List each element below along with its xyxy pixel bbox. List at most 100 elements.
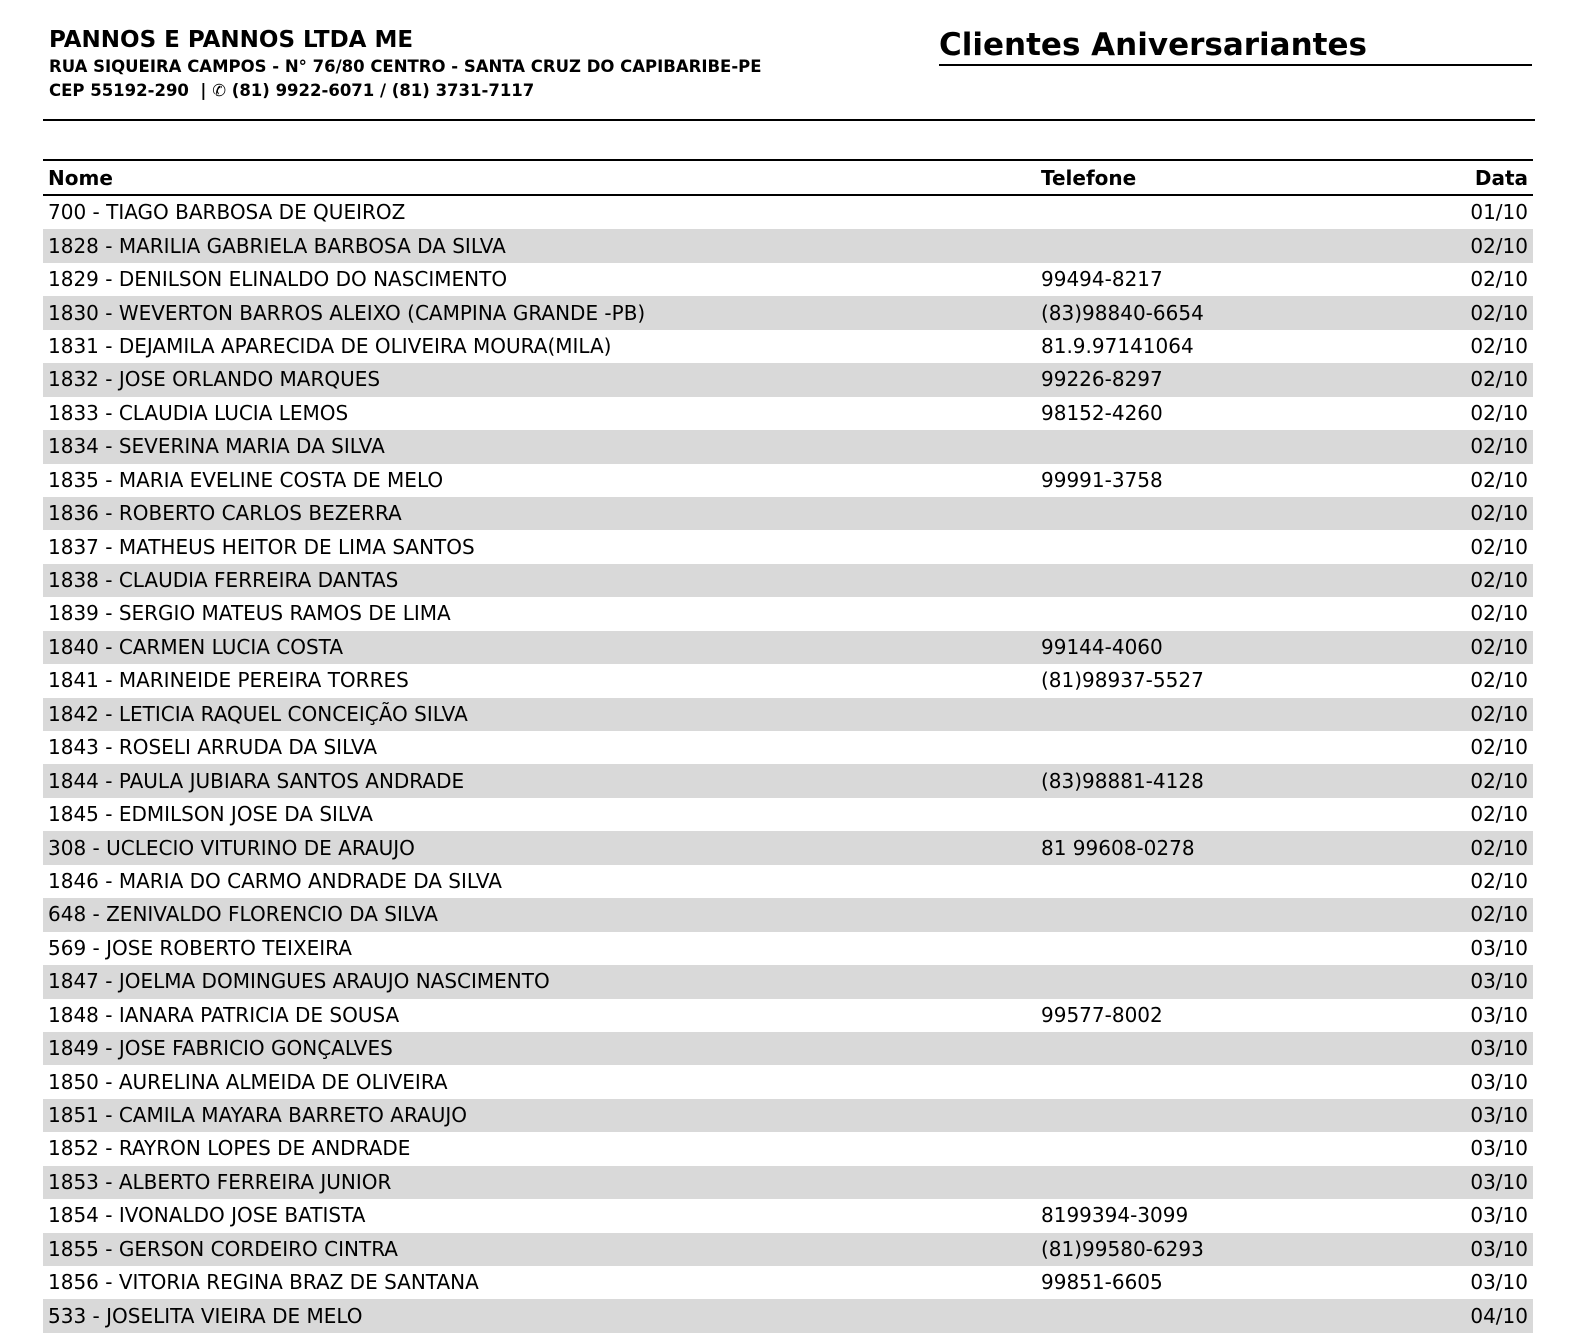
cell-nome: 1843 - ROSELI ARRUDA DA SILVA bbox=[48, 735, 378, 760]
cell-telefone bbox=[1036, 898, 1393, 931]
cell-telefone: (81)98937-5527 bbox=[1041, 668, 1204, 693]
cell-nome: 1846 - MARIA DO CARMO ANDRADE DA SILVA bbox=[48, 868, 502, 893]
cell-telefone bbox=[1036, 430, 1393, 463]
cell-data: 02/10 bbox=[1470, 333, 1528, 358]
cell-data: 02/10 bbox=[1470, 802, 1528, 827]
cell-data: 03/10 bbox=[1470, 1103, 1528, 1128]
table-row: 1851 - CAMILA MAYARA BARRETO ARAUJO 03/10 bbox=[43, 1098, 1533, 1133]
table-row: 1856 - VITORIA REGINA BRAZ DE SANTANA 998… bbox=[43, 1266, 1533, 1299]
cell-telefone: 99226-8297 bbox=[1041, 367, 1163, 392]
cell-telefone: 99577-8002 bbox=[1041, 1002, 1163, 1027]
cell-nome: 1841 - MARINEIDE PEREIRA TORRES bbox=[48, 668, 409, 693]
table-header: Nome Telefone Data bbox=[43, 159, 1533, 196]
cell-telefone: 8199394-3099 bbox=[1041, 1203, 1189, 1228]
birthday-table: Nome Telefone Data 700 - TIAGO BARBOSA D… bbox=[43, 159, 1533, 1333]
cell-data: 02/10 bbox=[1470, 400, 1528, 425]
cell-telefone bbox=[1036, 1166, 1393, 1199]
table-row: 1847 - JOELMA DOMINGUES ARAUJO NASCIMENT… bbox=[43, 965, 1533, 999]
cell-nome: 1840 - CARMEN LUCIA COSTA bbox=[48, 634, 344, 659]
cell-telefone bbox=[1036, 497, 1393, 530]
cell-telefone bbox=[1036, 229, 1393, 262]
cell-nome: 1830 - WEVERTON BARROS ALEIXO (CAMPINA G… bbox=[48, 300, 646, 325]
cell-nome: 1855 - GERSON CORDEIRO CINTRA bbox=[48, 1236, 398, 1261]
cell-telefone: 98152-4260 bbox=[1041, 400, 1163, 425]
cell-telefone bbox=[1036, 597, 1393, 630]
table-row: 1848 - IANARA PATRICIA DE SOUSA 99577-800… bbox=[43, 999, 1533, 1032]
company-contact: CEP 55192-290 | ✆ (81) 9922-6071 / (81) … bbox=[49, 81, 534, 100]
cell-data: 03/10 bbox=[1470, 1203, 1528, 1228]
cell-data: 02/10 bbox=[1470, 668, 1528, 693]
cell-telefone bbox=[1036, 530, 1393, 563]
cell-nome: 1844 - PAULA JUBIARA SANTOS ANDRADE bbox=[48, 768, 465, 793]
cell-nome: 1854 - IVONALDO JOSE BATISTA bbox=[48, 1203, 366, 1228]
cell-nome: 648 - ZENIVALDO FLORENCIO DA SILVA bbox=[48, 902, 438, 927]
table-row: 1828 - MARILIA GABRIELA BARBOSA DA SILVA… bbox=[43, 229, 1533, 263]
cell-nome: 1833 - CLAUDIA LUCIA LEMOS bbox=[48, 400, 349, 425]
cell-telefone: 99991-3758 bbox=[1041, 467, 1163, 492]
cell-nome: 1850 - AURELINA ALMEIDA DE OLIVEIRA bbox=[48, 1069, 448, 1094]
table-row: 1834 - SEVERINA MARIA DA SILVA 02/10 bbox=[43, 430, 1533, 464]
cell-data: 02/10 bbox=[1470, 367, 1528, 392]
table-row: 1842 - LETICIA RAQUEL CONCEIÇÃO SILVA 02/… bbox=[43, 697, 1533, 731]
cell-nome: 1852 - RAYRON LOPES DE ANDRADE bbox=[48, 1136, 411, 1161]
table-row: 533 - JOSELITA VIEIRA DE MELO 04/10 bbox=[43, 1299, 1533, 1333]
cell-data: 02/10 bbox=[1470, 868, 1528, 893]
company-cep: CEP 55192-290 bbox=[49, 81, 189, 100]
cell-telefone bbox=[1036, 798, 1393, 831]
table-row: 1849 - JOSE FABRICIO GONÇALVES 03/10 bbox=[43, 1031, 1533, 1066]
cell-nome: 1842 - LETICIA RAQUEL CONCEIÇÃO SILVA bbox=[48, 701, 468, 726]
cell-nome: 1849 - JOSE FABRICIO GONÇALVES bbox=[48, 1036, 393, 1061]
table-row: 1836 - ROBERTO CARLOS BEZERRA 02/10 bbox=[43, 496, 1533, 531]
table-row: 1846 - MARIA DO CARMO ANDRADE DA SILVA 02… bbox=[43, 865, 1533, 898]
cell-data: 02/10 bbox=[1470, 267, 1528, 292]
cell-nome: 533 - JOSELITA VIEIRA DE MELO bbox=[48, 1303, 363, 1328]
table-row: 569 - JOSE ROBERTO TEIXEIRA 03/10 bbox=[43, 932, 1533, 965]
cell-telefone: 99851-6605 bbox=[1041, 1270, 1163, 1295]
cell-nome: 1856 - VITORIA REGINA BRAZ DE SANTANA bbox=[48, 1270, 479, 1295]
cell-data: 03/10 bbox=[1470, 1236, 1528, 1261]
cell-nome: 1838 - CLAUDIA FERREIRA DANTAS bbox=[48, 568, 399, 593]
cell-data: 03/10 bbox=[1470, 1270, 1528, 1295]
column-header-telefone: Telefone bbox=[1036, 159, 1394, 196]
cell-nome: 1851 - CAMILA MAYARA BARRETO ARAUJO bbox=[48, 1103, 468, 1128]
cell-data: 02/10 bbox=[1470, 902, 1528, 927]
cell-telefone bbox=[1036, 1299, 1393, 1332]
table-row: 1853 - ALBERTO FERREIRA JUNIOR 03/10 bbox=[43, 1165, 1533, 1200]
cell-data: 02/10 bbox=[1470, 534, 1528, 559]
cell-data: 03/10 bbox=[1470, 935, 1528, 960]
company-phones: (81) 9922-6071 / (81) 3731-7117 bbox=[231, 81, 535, 100]
cell-data: 03/10 bbox=[1470, 1002, 1528, 1027]
table-row: 1829 - DENILSON ELINALDO DO NASCIMENTO 99… bbox=[43, 263, 1533, 296]
table-row: 1837 - MATHEUS HEITOR DE LIMA SANTOS 02/1… bbox=[43, 530, 1533, 563]
table-row: 1833 - CLAUDIA LUCIA LEMOS 98152-4260 02/1… bbox=[43, 397, 1533, 430]
cell-nome: 1837 - MATHEUS HEITOR DE LIMA SANTOS bbox=[48, 534, 475, 559]
column-header-data: Data bbox=[1393, 159, 1533, 196]
cell-nome: 308 - UCLECIO VITURINO DE ARAUJO bbox=[48, 835, 415, 860]
cell-data: 02/10 bbox=[1470, 735, 1528, 760]
cell-telefone bbox=[1036, 731, 1393, 764]
cell-telefone bbox=[1036, 965, 1393, 998]
cell-data: 03/10 bbox=[1470, 1136, 1528, 1161]
cell-data: 02/10 bbox=[1470, 501, 1528, 526]
cell-nome: 1834 - SEVERINA MARIA DA SILVA bbox=[48, 434, 385, 459]
company-address: RUA SIQUEIRA CAMPOS - N° 76/80 CENTRO - … bbox=[49, 57, 762, 76]
phone-icon: ✆ bbox=[212, 81, 227, 100]
cell-data: 02/10 bbox=[1470, 768, 1528, 793]
cell-nome: 1853 - ALBERTO FERREIRA JUNIOR bbox=[48, 1169, 392, 1194]
table-row: 1835 - MARIA EVELINE COSTA DE MELO 99991-… bbox=[43, 464, 1533, 497]
cell-nome: 1836 - ROBERTO CARLOS BEZERRA bbox=[48, 501, 402, 526]
cell-data: 03/10 bbox=[1470, 1069, 1528, 1094]
column-header-nome: Nome bbox=[43, 159, 1036, 196]
cell-telefone bbox=[1036, 1132, 1393, 1165]
cell-telefone bbox=[1036, 564, 1393, 597]
cell-telefone: (83)98840-6654 bbox=[1041, 300, 1204, 325]
cell-telefone: 81 99608-0278 bbox=[1041, 835, 1195, 860]
cell-nome: 569 - JOSE ROBERTO TEIXEIRA bbox=[48, 935, 352, 960]
table-row: 1850 - AURELINA ALMEIDA DE OLIVEIRA 03/10 bbox=[43, 1065, 1533, 1098]
cell-nome: 1832 - JOSE ORLANDO MARQUES bbox=[48, 367, 381, 392]
report-title: Clientes Aniversariantes bbox=[939, 26, 1532, 66]
cell-data: 02/10 bbox=[1470, 835, 1528, 860]
cell-data: 02/10 bbox=[1470, 434, 1528, 459]
table-row: 1845 - EDMILSON JOSE DA SILVA 02/10 bbox=[43, 798, 1533, 831]
cell-telefone bbox=[1036, 698, 1393, 731]
